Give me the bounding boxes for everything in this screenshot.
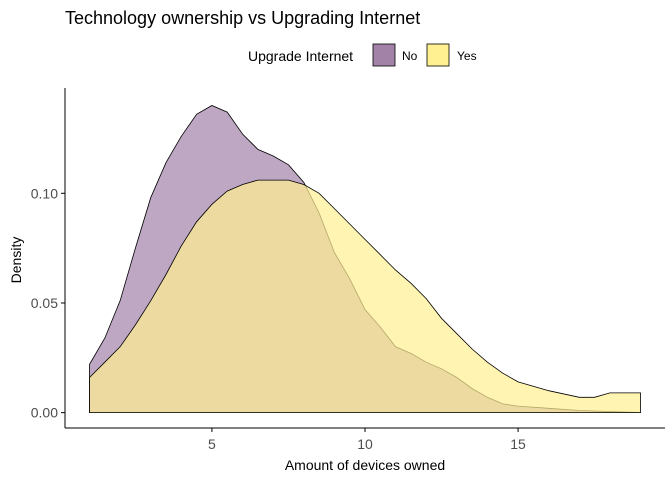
- x-tick-label: 10: [357, 436, 373, 452]
- x-tick-label: 15: [510, 436, 526, 452]
- y-tick-label: 0.10: [31, 185, 58, 201]
- legend-key-no: [372, 43, 396, 67]
- axes: 5 10 15 0.00 0.05 0.10: [31, 88, 665, 452]
- y-tick-label: 0.00: [31, 405, 58, 421]
- plot-areas: [89, 105, 641, 413]
- density-area-yes: [89, 179, 641, 413]
- y-axis-title: Density: [8, 237, 24, 284]
- legend-key-yes: [426, 43, 450, 67]
- x-tick-label: 5: [208, 436, 216, 452]
- x-axis-title: Amount of devices owned: [285, 457, 445, 473]
- legend: Upgrade Internet No Yes: [248, 43, 477, 67]
- legend-label-no: No: [402, 49, 418, 63]
- legend-title: Upgrade Internet: [248, 48, 353, 64]
- legend-label-yes: Yes: [457, 49, 477, 63]
- y-tick-label: 0.05: [31, 295, 58, 311]
- chart-title: Technology ownership vs Upgrading Intern…: [65, 8, 420, 28]
